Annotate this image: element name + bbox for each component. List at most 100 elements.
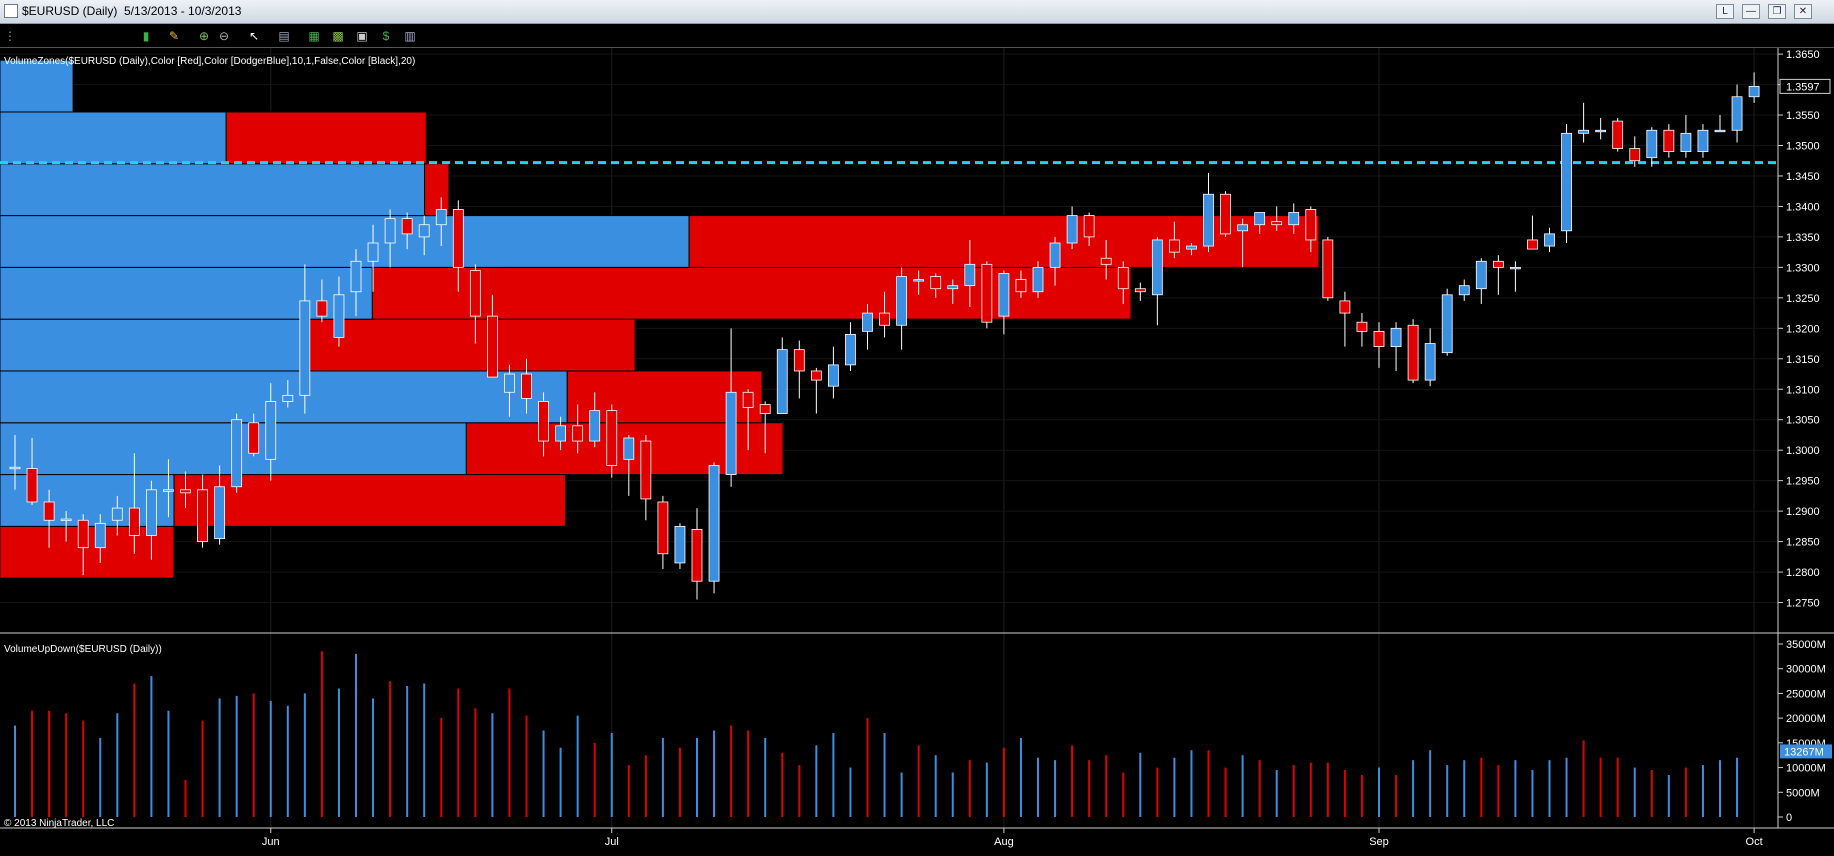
candle-down	[606, 410, 618, 466]
candle-down	[810, 370, 822, 381]
candle-up	[998, 273, 1010, 317]
window-title: $EURUSD (Daily) 5/13/2013 - 10/3/2013	[22, 4, 242, 18]
candle-up	[555, 425, 566, 442]
properties-icon[interactable]: ▣	[356, 29, 368, 43]
candle-up	[60, 518, 72, 521]
candle-down	[759, 404, 771, 415]
data-box-icon[interactable]: ▤	[278, 29, 290, 43]
zoom-in-icon[interactable]: ⊕	[198, 29, 210, 43]
price-tick-label: 1.3200	[1786, 323, 1820, 335]
candle-down	[1169, 239, 1180, 253]
candle-up	[1151, 239, 1163, 296]
minimize-button[interactable]: —	[1742, 4, 1760, 19]
price-tick-label: 1.2900	[1786, 506, 1820, 518]
candle-up	[1578, 129, 1589, 134]
candle-down	[1015, 279, 1027, 293]
volume-zone-up	[0, 318, 309, 372]
volume-zone-down	[225, 111, 427, 165]
candle-down	[1322, 239, 1334, 299]
pointer-icon[interactable]: ↖	[248, 29, 260, 43]
candle-down	[1492, 260, 1504, 268]
candle-up	[1646, 129, 1658, 159]
candle-down	[640, 440, 652, 500]
maximize-button[interactable]: ❐	[1768, 4, 1786, 19]
candle-up	[418, 224, 430, 238]
time-tick-label: Oct	[1746, 836, 1763, 848]
candle-down	[26, 468, 38, 503]
indicators-icon[interactable]: ▦	[308, 29, 320, 43]
candlesticks	[9, 72, 1760, 600]
candle-up	[896, 276, 907, 326]
candle-up	[265, 401, 277, 460]
candle-down	[128, 507, 140, 536]
candle-down	[1305, 209, 1317, 241]
price-tick-label: 1.3350	[1786, 232, 1820, 244]
candle-down	[77, 519, 89, 549]
candle-down	[486, 315, 498, 378]
volume-zone-down	[371, 266, 1132, 320]
candle-up	[1254, 212, 1266, 226]
volume-zone-up	[0, 111, 227, 165]
candle-up	[1458, 285, 1470, 296]
time-tick-label: Aug	[994, 836, 1014, 848]
price-tick-label: 1.2950	[1786, 476, 1820, 488]
last-price-marker	[1779, 78, 1831, 94]
price-tick-label: 1.3550	[1786, 110, 1820, 122]
price-axis: 1.36501.36001.35501.35001.34501.34001.33…	[1778, 49, 1831, 610]
candle-down	[1629, 148, 1641, 162]
candle-up	[1680, 132, 1692, 152]
dollar-icon[interactable]: $	[382, 29, 390, 43]
volume-tick-label: 20000M	[1786, 713, 1826, 725]
candle-up	[1203, 193, 1214, 247]
candle-down	[793, 349, 805, 372]
time-axis: Jun Jul Aug Sep Oct	[262, 828, 1763, 848]
candle-up	[947, 285, 959, 290]
volume-zone-up	[0, 59, 74, 113]
candle-up	[1032, 266, 1044, 293]
candle-up	[350, 260, 362, 293]
candle-up	[1049, 242, 1061, 268]
candle-up	[435, 209, 447, 226]
candle-down	[1407, 324, 1419, 381]
candle-up	[282, 394, 294, 402]
volume-tick-label: 30000M	[1786, 664, 1826, 676]
candle-up	[1731, 96, 1743, 131]
time-tick-label: Jul	[605, 836, 619, 848]
bar-type-icon[interactable]: ▮	[142, 29, 150, 43]
candle-down	[691, 529, 703, 582]
volume-panel-label: VolumeUpDown($EURUSD (Daily))	[4, 644, 162, 655]
price-tick-label: 1.2800	[1786, 567, 1820, 579]
close-button[interactable]: ✕	[1794, 4, 1812, 19]
price-tick-label: 1.2850	[1786, 537, 1820, 549]
candle-down	[1373, 330, 1385, 347]
candle-down	[930, 276, 942, 290]
volume-zone-up	[0, 163, 426, 217]
candle-up	[1424, 343, 1436, 381]
chart-area[interactable]: 1.36501.36001.35501.35001.34501.34001.33…	[0, 48, 1834, 856]
candle-down	[1663, 129, 1675, 152]
pencil-icon[interactable]: ✎	[168, 29, 180, 43]
candle-down	[1339, 300, 1351, 314]
candle-down	[316, 300, 328, 317]
zoom-out-icon[interactable]: ⊖	[218, 29, 230, 43]
candle-up	[1441, 294, 1453, 354]
candle-up	[1475, 260, 1487, 290]
candle-down	[521, 373, 532, 399]
strategies-icon[interactable]: ▩	[332, 29, 344, 43]
candle-down	[452, 209, 464, 268]
price-tick-label: 1.3400	[1786, 201, 1820, 213]
last-volume-marker	[1780, 744, 1832, 759]
price-tick-label: 1.3450	[1786, 171, 1820, 183]
candle-up	[333, 294, 345, 338]
link-button[interactable]: L	[1716, 4, 1734, 19]
volume-zone-up	[0, 215, 690, 268]
template-icon[interactable]: ▥	[404, 29, 416, 43]
candle-up	[862, 312, 873, 332]
candle-down	[197, 489, 208, 542]
volume-tick-label: 35000M	[1786, 639, 1826, 651]
candle-down	[469, 270, 481, 317]
candle-up	[163, 489, 174, 492]
candle-down	[401, 218, 413, 235]
candle-down	[572, 425, 584, 442]
price-tick-label: 1.3100	[1786, 384, 1820, 396]
